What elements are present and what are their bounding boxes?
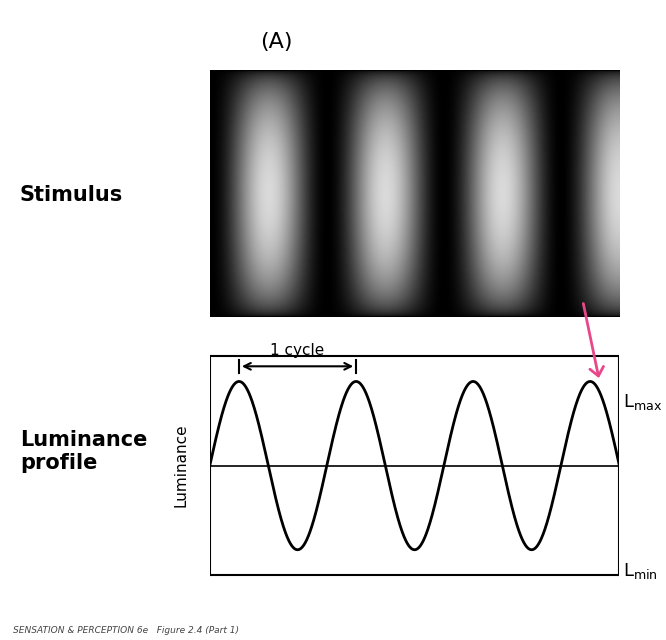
Text: Stimulus: Stimulus (20, 185, 123, 205)
Text: L$_\mathrm{max}$: L$_\mathrm{max}$ (623, 392, 663, 413)
Text: Luminance: Luminance (174, 424, 188, 508)
Text: SENSATION & PERCEPTION 6e   Figure 2.4 (Part 1): SENSATION & PERCEPTION 6e Figure 2.4 (Pa… (13, 626, 239, 635)
Text: Luminance
profile: Luminance profile (20, 429, 147, 473)
Text: 1 cycle: 1 cycle (270, 343, 325, 358)
Text: (A): (A) (260, 31, 292, 52)
Text: L$_\mathrm{min}$: L$_\mathrm{min}$ (623, 561, 659, 580)
